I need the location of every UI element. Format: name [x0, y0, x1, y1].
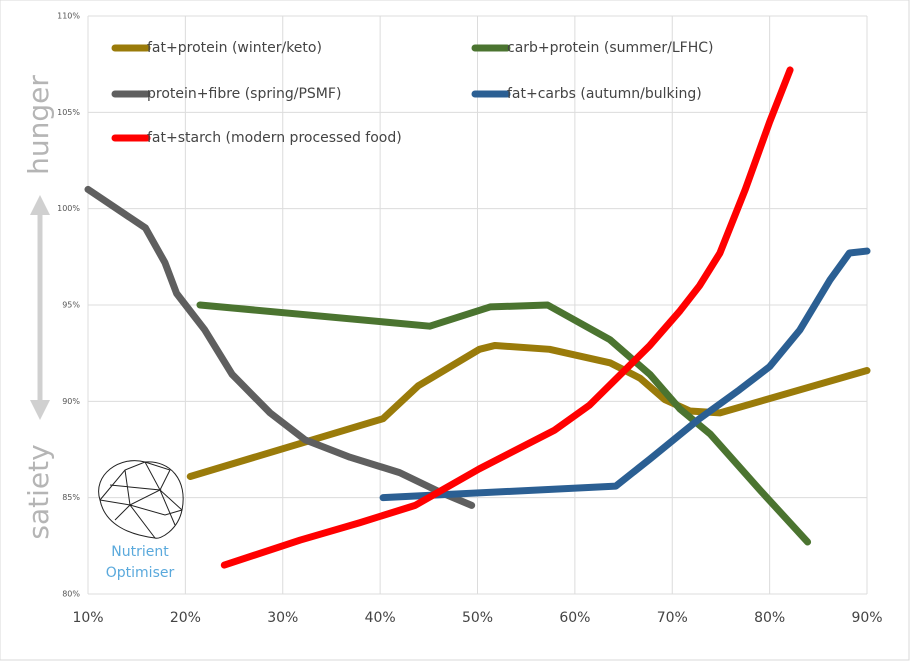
y-tick-label: 85%: [62, 493, 80, 502]
x-tick-label: 70%: [657, 610, 688, 626]
series-line: [196, 301, 812, 546]
y-tick-label: 90%: [62, 397, 80, 406]
series-line: [84, 185, 476, 509]
brain-logo: [98, 460, 184, 539]
series-line: [186, 341, 871, 480]
y-tick-label: 80%: [62, 590, 80, 599]
x-tick-label: 40%: [365, 610, 396, 626]
x-tick-label: 10%: [72, 610, 103, 626]
x-tick-label: 60%: [559, 610, 590, 626]
legend-label: fat+carbs (autumn/bulking): [507, 86, 702, 102]
legend-label: fat+starch (modern processed food): [147, 130, 402, 146]
x-tick-label: 30%: [267, 610, 298, 626]
series-line: [220, 66, 794, 569]
y-tick-label: 100%: [57, 204, 80, 213]
plot: [84, 66, 871, 569]
x-tick-label: 80%: [754, 610, 785, 626]
y-tick-label: 95%: [62, 301, 80, 310]
legend-label: carb+protein (summer/LFHC): [507, 40, 713, 56]
series-line: [379, 247, 871, 502]
x-tick-label: 90%: [851, 610, 882, 626]
logo-text: Nutrient: [111, 544, 169, 560]
legend-label: protein+fibre (spring/PSMF): [147, 86, 341, 102]
legend-label: fat+protein (winter/keto): [147, 40, 322, 56]
hunger-label: hunger: [22, 75, 55, 175]
y-tick-label: 105%: [57, 108, 80, 117]
x-tick-label: 50%: [462, 610, 493, 626]
y-tick-label: 110%: [57, 12, 80, 21]
x-tick-label: 20%: [170, 610, 201, 626]
legend: fat+protein (winter/keto) carb+protein (s…: [111, 40, 713, 146]
logo-text: Optimiser: [106, 565, 175, 581]
double-arrow: [30, 195, 50, 420]
satiety-label: satiety: [22, 444, 55, 539]
